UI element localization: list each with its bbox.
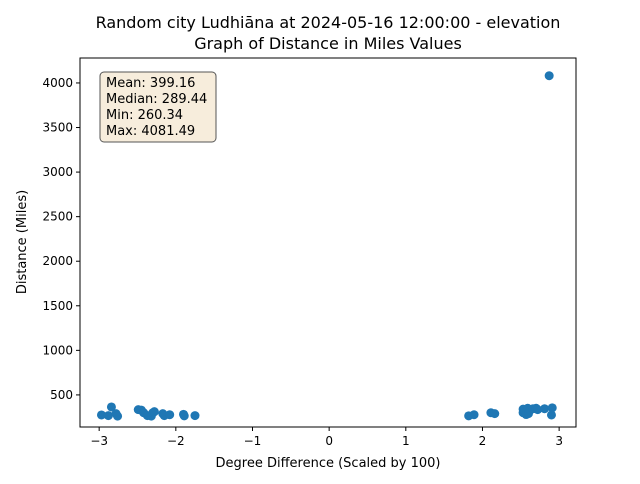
x-tick-label: −2 <box>167 434 185 448</box>
x-axis: −3 −2 −1 0 1 2 3 <box>90 427 563 448</box>
stats-median: Median: 289.44 <box>106 92 207 107</box>
y-axis-label: Distance (Miles) <box>15 190 30 294</box>
stats-box-background <box>99 71 217 143</box>
data-point-2 <box>106 402 116 412</box>
data-point-31 <box>533 405 543 415</box>
x-axis-label: Degree Difference (Scaled by 100) <box>216 456 441 471</box>
y-tick-label: 3500 <box>42 121 73 135</box>
x-tick-label: 2 <box>479 434 487 448</box>
plot-area-frame <box>79 57 577 428</box>
data-point-21 <box>490 409 500 419</box>
x-tick-label: 1 <box>402 434 410 448</box>
y-tick-label: 1500 <box>42 299 73 313</box>
x-tick-label: 3 <box>555 434 563 448</box>
stats-max: Max: 4081.49 <box>106 124 195 139</box>
y-tick-label: 2500 <box>42 210 73 224</box>
data-point-35 <box>547 403 557 413</box>
stats-mean: Mean: 399.16 <box>106 76 195 91</box>
x-tick-label: −3 <box>90 434 108 448</box>
data-point-14 <box>165 410 175 420</box>
y-tick-label: 500 <box>50 388 73 402</box>
data-point-17 <box>190 411 200 421</box>
chart-title-line2: Graph of Distance in Miles Values <box>194 34 462 53</box>
data-point-34 <box>546 410 556 420</box>
y-tick-label: 2000 <box>42 254 73 268</box>
points-layer <box>96 71 557 421</box>
data-point-11 <box>149 407 159 417</box>
y-tick-label: 1000 <box>42 343 73 357</box>
stats-min: Min: 260.34 <box>106 108 183 123</box>
x-tick-label: 0 <box>325 434 333 448</box>
data-point-33 <box>544 71 554 81</box>
data-point-0 <box>96 410 106 420</box>
stats-box: Mean: 399.16 Median: 289.44 Min: 260.34 … <box>99 71 217 143</box>
y-axis: 500 1000 1500 2000 2500 3000 3500 4000 <box>42 76 80 402</box>
y-tick-label: 4000 <box>42 76 73 90</box>
x-tick-label: −1 <box>244 434 262 448</box>
data-point-1 <box>103 411 113 421</box>
y-tick-label: 3000 <box>42 165 73 179</box>
data-point-19 <box>469 410 479 420</box>
chart-title-line1: Random city Ludhiāna at 2024-05-16 12:00… <box>96 13 561 32</box>
data-point-32 <box>540 404 550 414</box>
data-point-4 <box>113 411 123 421</box>
data-point-16 <box>179 411 189 421</box>
